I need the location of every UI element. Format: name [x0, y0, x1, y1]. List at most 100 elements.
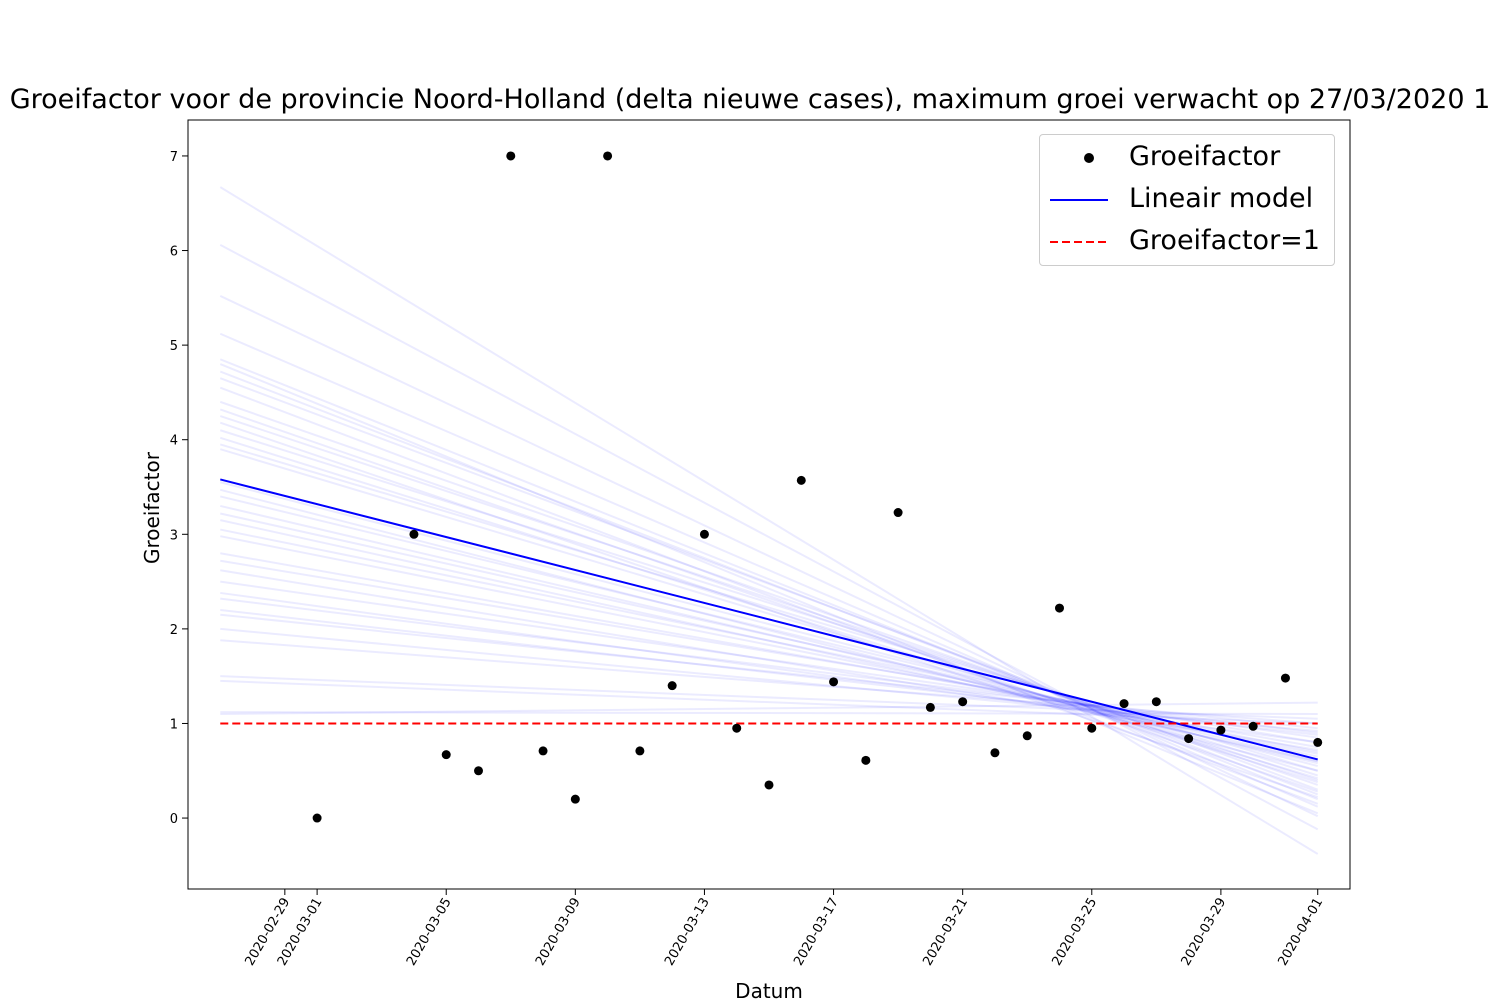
y-tick-label: 0 [170, 812, 178, 827]
bootstrap-line [220, 504, 1318, 765]
data-point [764, 780, 774, 790]
legend: Groeifactor Lineair model Groeifactor=1 [1039, 134, 1335, 266]
bootstrap-line [219, 377, 1319, 791]
legend-label: Groeifactor=1 [1129, 225, 1320, 256]
bootstrap-line [219, 386, 1319, 805]
y-tick-label: 5 [170, 339, 178, 354]
bootstrap-line [219, 421, 1319, 799]
bootstrap-line [219, 363, 1319, 815]
bootstrap-line [220, 481, 1318, 768]
bootstrap-line [220, 512, 1318, 758]
bootstrap-line [219, 436, 1319, 784]
legend-marker-dot [1084, 153, 1094, 163]
bootstrap-line [220, 580, 1318, 739]
data-points [312, 151, 1323, 823]
bootstrap-line [219, 243, 1319, 831]
bootstrap-line [220, 495, 1318, 763]
data-point [667, 681, 677, 691]
y-tick-label: 6 [170, 245, 178, 260]
x-tick-label: 2020-03-17 [791, 896, 842, 969]
bootstrap-line [219, 408, 1319, 793]
data-point [474, 766, 483, 776]
model-lines [220, 478, 1318, 761]
x-tick-label: 2020-03-05 [404, 896, 455, 969]
bootstrap-line [219, 429, 1319, 777]
data-point [925, 702, 935, 712]
data-point [603, 151, 613, 161]
x-tick-label: 2020-03-21 [920, 896, 971, 969]
legend-item-lineair-model: Lineair model [1040, 179, 1334, 221]
bootstrap-line [219, 415, 1319, 782]
x-axis-label: Datum [735, 979, 803, 1003]
y-tick-label: 2 [170, 623, 178, 638]
data-point [829, 677, 839, 687]
x-tick-label: 2020-03-29 [1179, 896, 1230, 969]
y-tick-label: 7 [170, 150, 178, 165]
data-point [570, 794, 580, 804]
bootstrap-line [219, 400, 1319, 786]
data-point [1280, 673, 1290, 683]
bootstrap-line [220, 552, 1318, 749]
data-point [958, 697, 968, 707]
plot-frame [187, 119, 1351, 890]
legend-marker-dashed-line [1050, 241, 1108, 243]
data-point [1184, 734, 1194, 744]
x-tick-label: 2020-03-09 [533, 896, 584, 969]
data-point [1087, 723, 1097, 733]
y-axis-label: Groeifactor [140, 452, 164, 564]
bootstrap-line [219, 443, 1319, 772]
x-tick-label: 2020-03-13 [662, 896, 713, 969]
data-point [796, 475, 806, 485]
y-axis-ticks: 0 1 2 3 4 5 6 7 [170, 150, 188, 827]
bootstrap-line [220, 597, 1318, 734]
data-point [699, 529, 709, 539]
x-tick-label: 2020-04-01 [1275, 896, 1326, 969]
data-point [1022, 731, 1032, 741]
bootstrap-line [220, 627, 1318, 733]
y-tick-label: 4 [170, 434, 178, 449]
legend-label: Lineair model [1129, 183, 1314, 214]
data-point [1248, 721, 1258, 731]
data-point [1216, 725, 1226, 735]
bootstrap-lines [219, 186, 1319, 855]
data-point [312, 813, 322, 823]
data-point [441, 750, 451, 760]
data-point [635, 746, 645, 756]
bootstrap-line [220, 613, 1318, 730]
legend-label: Groeifactor [1129, 141, 1281, 172]
data-point [506, 151, 516, 161]
data-point [1313, 737, 1323, 747]
y-tick-label: 3 [170, 528, 178, 543]
x-tick-label: 2020-03-25 [1049, 896, 1100, 969]
bootstrap-line [219, 295, 1319, 818]
data-point [1151, 697, 1161, 707]
data-point [1055, 603, 1064, 613]
bootstrap-line [220, 591, 1318, 744]
model-line [220, 478, 1318, 761]
bootstrap-line [220, 675, 1318, 720]
bootstrap-line [220, 528, 1318, 753]
data-point [409, 529, 419, 539]
data-point [538, 746, 548, 756]
legend-item-groeifactor-1: Groeifactor=1 [1040, 221, 1334, 263]
bootstrap-line [220, 639, 1318, 725]
bootstrap-line [220, 701, 1318, 716]
data-point [1119, 699, 1129, 709]
chart-title: Groeifactor voor de provincie Noord-Holl… [9, 84, 1491, 115]
data-point [990, 748, 1000, 758]
bootstrap-line [220, 608, 1318, 736]
bootstrap-line [220, 519, 1318, 763]
bootstrap-line [219, 358, 1319, 801]
bootstrap-line [220, 569, 1318, 751]
legend-item-groeifactor: Groeifactor [1040, 137, 1334, 179]
bootstrap-line [220, 679, 1318, 725]
data-point [861, 755, 871, 765]
data-point [732, 723, 742, 733]
legend-marker-line [1050, 199, 1108, 201]
data-point [893, 508, 903, 518]
bootstrap-line [220, 535, 1318, 755]
y-tick-label: 1 [170, 717, 178, 732]
bootstrap-line [219, 332, 1319, 808]
bootstrap-line [219, 186, 1319, 855]
